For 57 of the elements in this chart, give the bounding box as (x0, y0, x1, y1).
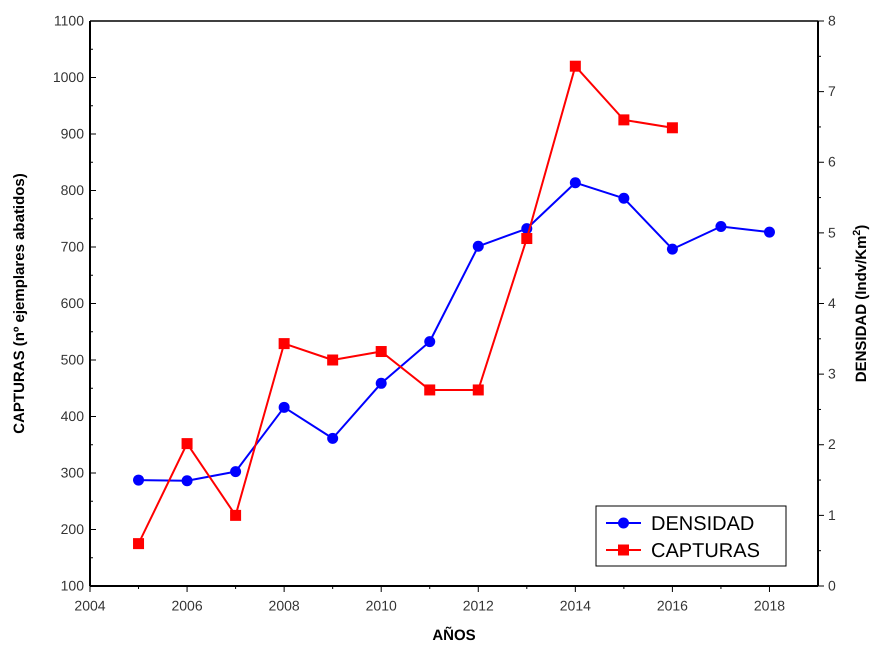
point (182, 475, 193, 486)
y-tick-label: 100 (60, 577, 84, 594)
legend-label: CAPTURAS (651, 540, 760, 562)
y2-tick-label: 0 (828, 577, 836, 594)
x-tick-label: 2004 (74, 597, 106, 614)
point (472, 240, 484, 252)
y-tick-label: 1100 (54, 12, 84, 28)
y2-tick-label: 7 (828, 83, 836, 100)
point (278, 402, 290, 413)
y-tick-label: 400 (60, 408, 84, 424)
y2-tick-label: 5 (828, 224, 836, 240)
y-tick-label: 900 (60, 125, 84, 142)
y-tick-label: 800 (60, 182, 84, 198)
point (133, 474, 144, 486)
point (182, 438, 193, 450)
point (472, 384, 484, 396)
y2-tick-label: 1 (828, 506, 836, 523)
y-tick-label: 200 (60, 520, 84, 537)
point (521, 233, 532, 244)
x-tick-label: 2016 (656, 597, 688, 614)
point (424, 384, 436, 396)
y-tick-label: 300 (60, 464, 84, 480)
x-axis-title: AÑOS (432, 626, 476, 644)
legend-label: DENSIDAD (651, 513, 754, 535)
y-tick-label: 500 (60, 351, 84, 368)
point (133, 538, 144, 550)
point (666, 244, 678, 255)
y-tick-label: 600 (60, 294, 84, 311)
point (230, 466, 242, 478)
y2-tick-label: 4 (828, 294, 836, 311)
point (376, 346, 387, 358)
point (764, 226, 775, 238)
point (230, 510, 242, 521)
point (618, 192, 630, 204)
y2-tick-label: 6 (828, 154, 836, 170)
point (570, 60, 581, 72)
x-tick-label: 2010 (366, 597, 397, 614)
x-tick-label: 2018 (754, 597, 786, 614)
y-tick-label: 1000 (52, 68, 84, 85)
point (376, 378, 387, 389)
y-axis-title: CAPTURAS (nº ejemplares abatidos) (11, 173, 28, 434)
point (715, 221, 726, 232)
point (327, 354, 338, 366)
point (424, 336, 436, 348)
y2-tick-label: 3 (828, 366, 836, 382)
y2-tick-label: 8 (828, 12, 836, 28)
y2-tick-label: 2 (828, 436, 836, 452)
point (666, 122, 678, 134)
point (570, 177, 581, 188)
x-tick-label: 2008 (268, 597, 300, 614)
point (618, 114, 630, 126)
point (278, 338, 290, 350)
x-tick-label: 2006 (171, 597, 203, 614)
y-tick-label: 700 (60, 238, 84, 254)
x-tick-label: 2012 (462, 597, 494, 614)
point (327, 432, 338, 444)
x-tick-label: 2014 (560, 597, 592, 614)
